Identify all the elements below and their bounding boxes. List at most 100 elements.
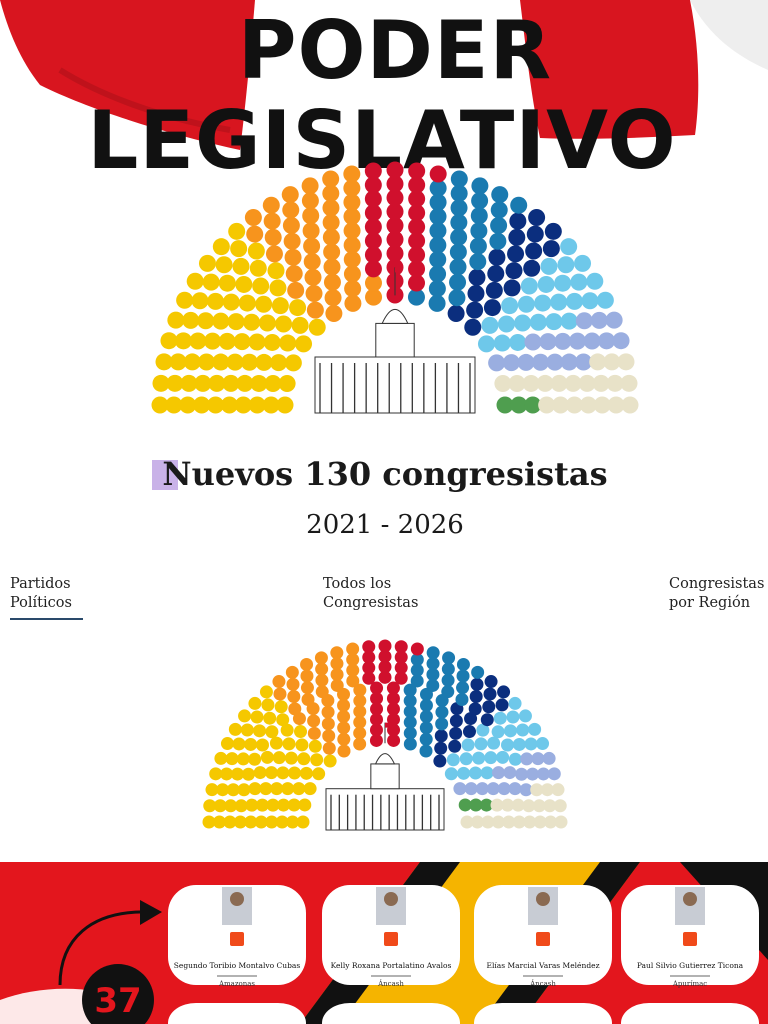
seat-dot [253, 724, 267, 738]
seat-dot [263, 212, 281, 230]
seat-dot [450, 228, 468, 246]
edit-icon[interactable] [230, 932, 244, 946]
seat-dot [408, 176, 426, 194]
seat-dot [218, 274, 236, 292]
seat-dot [490, 201, 508, 219]
seat-dot [560, 238, 578, 256]
card-bg[interactable] [474, 1003, 612, 1024]
seat-dot [387, 733, 401, 747]
seat-dot [281, 782, 295, 796]
seat-dot [529, 313, 547, 331]
seat-dot [295, 335, 313, 353]
seat-dot [550, 293, 568, 311]
seat-dot [364, 204, 382, 222]
seat-dot [523, 815, 537, 829]
seat-dot [483, 687, 497, 701]
card-bg[interactable] [322, 1003, 460, 1024]
seat-dot [485, 281, 503, 299]
seat-dot [540, 783, 554, 797]
seat-dot [346, 663, 360, 677]
edit-icon[interactable] [683, 932, 697, 946]
seat-dot [483, 299, 501, 317]
seat-dot [469, 798, 483, 812]
seat-dot [441, 673, 455, 687]
seat-dot [508, 696, 522, 710]
seat-dot [459, 752, 473, 766]
seat-dot [386, 702, 400, 716]
seat-dot [394, 650, 408, 664]
seat-dot [514, 314, 532, 332]
seat-dot [324, 289, 342, 307]
card-bg[interactable] [621, 1003, 759, 1024]
seat-dot [169, 353, 187, 371]
seat-dot [449, 243, 467, 261]
tab-label[interactable]: Congresistas [323, 595, 418, 611]
edit-icon[interactable] [384, 932, 398, 946]
seat-dot [403, 683, 417, 697]
seat-dot [603, 353, 621, 371]
seat-dot [282, 217, 300, 235]
seat-dot [544, 815, 558, 829]
seat-dot [353, 737, 367, 751]
seat-dot [469, 237, 487, 255]
tab[interactable]: Congresistas por Región [669, 576, 764, 611]
seat-dot [193, 396, 211, 414]
seat-dot [253, 766, 267, 780]
seat-dot [365, 288, 383, 306]
tab-label[interactable]: Congresistas [669, 576, 764, 592]
seat-dot [337, 710, 351, 724]
seat-dot [448, 289, 466, 307]
seat-dot [323, 273, 341, 291]
seat-dot [296, 815, 310, 829]
seat-dot [166, 374, 184, 392]
seat-dot [282, 737, 296, 751]
seat-dot [212, 353, 230, 371]
hemicycle [151, 161, 639, 414]
card[interactable]: Segundo Toribio Montalvo Cubas Amazonas [168, 885, 306, 988]
seat-dot [410, 674, 424, 688]
seat-dot [322, 729, 336, 743]
card[interactable]: Kelly Roxana Portalatino Avalos Áncash [322, 885, 460, 988]
seat-dot [593, 396, 611, 414]
seat-dot [506, 710, 520, 724]
card-bg[interactable] [168, 1003, 306, 1024]
tab-label[interactable]: por Región [669, 595, 750, 611]
seat-dot [477, 335, 495, 353]
tab[interactable]: Todos los Congresistas [323, 576, 418, 611]
seat-dot [182, 311, 200, 329]
seat-dot [180, 374, 198, 392]
seat-dot [322, 170, 340, 188]
seat-dot [214, 751, 228, 765]
seat-dot [491, 186, 509, 204]
seat-dot [285, 665, 299, 679]
seat-dot [517, 353, 535, 371]
seat-dot [536, 767, 550, 781]
seat-dot [330, 678, 344, 692]
seat-dot [301, 177, 319, 195]
seat-dot [428, 294, 446, 312]
seat-dot [403, 737, 417, 751]
seat-dot [523, 259, 541, 277]
seat-dot [408, 246, 426, 264]
seat-dot [471, 665, 485, 679]
card[interactable]: Elías Marcial Varas Meléndez Áncash [474, 885, 612, 988]
tab-label[interactable]: Todos los [323, 576, 391, 592]
seat-dot [568, 332, 586, 350]
tab[interactable]: Partidos Políticos [10, 576, 83, 620]
edit-icon[interactable] [536, 932, 550, 946]
seat-dot [596, 291, 614, 309]
seat-dot [419, 698, 433, 712]
seat-dot [198, 254, 216, 272]
tab-label[interactable]: Políticos [10, 595, 72, 611]
seat-dot [486, 782, 500, 796]
seat-dot [503, 724, 517, 738]
tab-label[interactable]: Partidos [10, 576, 71, 592]
seat-dot [272, 675, 286, 689]
seat-dot [479, 798, 493, 812]
card[interactable]: Paul Silvio Gutierrez Ticona Apurímac [621, 885, 759, 988]
seat-dot [259, 782, 273, 796]
seat-dot [526, 225, 544, 243]
seat-dot [408, 218, 426, 236]
seat-dot [538, 396, 556, 414]
seat-dot [236, 752, 250, 766]
